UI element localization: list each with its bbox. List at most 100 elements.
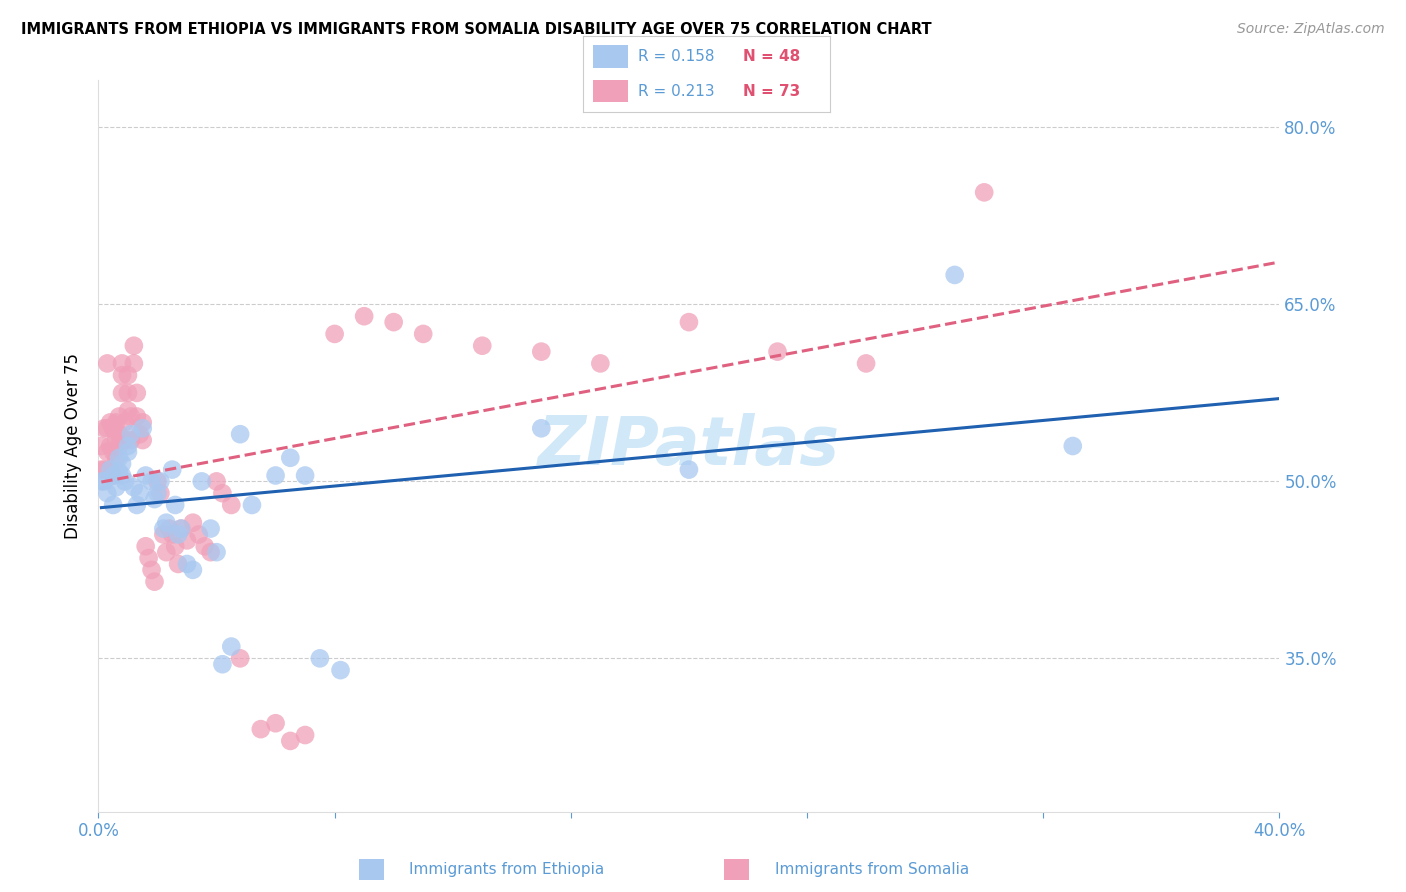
- Point: [125, 498, 148, 512]
- Point: [219, 640, 242, 654]
- Point: [120, 433, 142, 447]
- Point: [176, 533, 198, 548]
- Point: [98, 462, 121, 476]
- Text: ZIPatlas: ZIPatlas: [538, 413, 839, 479]
- Point: [143, 574, 166, 589]
- Point: [530, 344, 553, 359]
- Text: R = 0.213: R = 0.213: [638, 84, 714, 98]
- Point: [111, 368, 134, 383]
- Point: [530, 421, 553, 435]
- Point: [96, 445, 118, 459]
- Point: [181, 563, 204, 577]
- Point: [90, 475, 112, 489]
- Point: [93, 475, 115, 489]
- Point: [855, 356, 877, 370]
- Point: [96, 486, 118, 500]
- Point: [152, 522, 174, 536]
- Point: [135, 468, 157, 483]
- Point: [146, 486, 169, 500]
- Point: [149, 475, 172, 489]
- Point: [353, 310, 375, 324]
- Point: [412, 326, 434, 341]
- Point: [122, 356, 145, 370]
- Point: [111, 385, 134, 400]
- Point: [973, 186, 995, 200]
- Point: [93, 462, 115, 476]
- Point: [152, 527, 174, 541]
- Point: [205, 475, 228, 489]
- Point: [194, 539, 217, 553]
- Point: [120, 409, 142, 424]
- Point: [114, 475, 136, 489]
- Point: [589, 356, 612, 370]
- Point: [98, 462, 121, 476]
- Text: N = 73: N = 73: [744, 84, 800, 98]
- Point: [219, 498, 242, 512]
- Text: IMMIGRANTS FROM ETHIOPIA VS IMMIGRANTS FROM SOMALIA DISABILITY AGE OVER 75 CORRE: IMMIGRANTS FROM ETHIOPIA VS IMMIGRANTS F…: [21, 22, 932, 37]
- Y-axis label: Disability Age Over 75: Disability Age Over 75: [65, 353, 83, 539]
- Point: [309, 651, 332, 665]
- Point: [229, 427, 252, 442]
- Point: [294, 468, 316, 483]
- Point: [105, 450, 128, 465]
- Point: [103, 468, 125, 483]
- Point: [471, 339, 494, 353]
- Point: [170, 522, 193, 536]
- Point: [111, 457, 134, 471]
- Point: [167, 557, 190, 571]
- Point: [766, 344, 789, 359]
- Point: [264, 716, 287, 731]
- Point: [111, 356, 134, 370]
- Point: [108, 465, 131, 479]
- Point: [1062, 439, 1084, 453]
- Point: [143, 492, 166, 507]
- Point: [678, 315, 700, 329]
- Point: [108, 439, 131, 453]
- Point: [149, 486, 172, 500]
- Point: [200, 522, 222, 536]
- Point: [103, 445, 125, 459]
- Point: [105, 433, 128, 447]
- Point: [114, 416, 136, 430]
- Point: [678, 462, 700, 476]
- Point: [117, 385, 139, 400]
- Text: Immigrants from Ethiopia: Immigrants from Ethiopia: [409, 863, 603, 877]
- Point: [120, 427, 142, 442]
- Point: [329, 663, 352, 677]
- Point: [176, 557, 198, 571]
- Point: [108, 409, 131, 424]
- Point: [105, 416, 128, 430]
- Text: Immigrants from Somalia: Immigrants from Somalia: [775, 863, 969, 877]
- Point: [128, 486, 150, 500]
- Point: [125, 385, 148, 400]
- Point: [157, 522, 180, 536]
- Point: [122, 339, 145, 353]
- Point: [117, 439, 139, 453]
- Point: [382, 315, 405, 329]
- Text: R = 0.158: R = 0.158: [638, 49, 714, 63]
- Point: [96, 421, 118, 435]
- Point: [132, 421, 155, 435]
- Point: [128, 427, 150, 442]
- Point: [170, 522, 193, 536]
- Point: [135, 539, 157, 553]
- Point: [211, 657, 233, 672]
- Point: [264, 468, 287, 483]
- Bar: [593, 45, 627, 68]
- Point: [103, 421, 125, 435]
- Point: [167, 527, 190, 541]
- Point: [240, 498, 263, 512]
- Point: [117, 445, 139, 459]
- Point: [93, 421, 115, 435]
- Point: [323, 326, 346, 341]
- Point: [200, 545, 222, 559]
- Point: [108, 450, 131, 465]
- Text: Source: ZipAtlas.com: Source: ZipAtlas.com: [1237, 22, 1385, 37]
- Point: [165, 539, 187, 553]
- Point: [146, 475, 169, 489]
- Point: [155, 545, 177, 559]
- Point: [90, 439, 112, 453]
- Point: [111, 468, 134, 483]
- Point: [114, 433, 136, 447]
- Point: [278, 450, 302, 465]
